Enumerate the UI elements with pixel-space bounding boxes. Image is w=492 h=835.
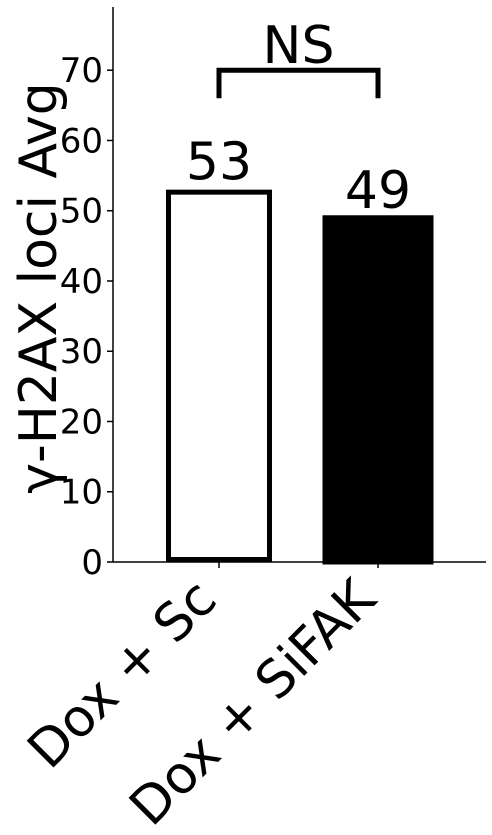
chart-axes: 0 10 20 30 40 50 60 70 (60, 7, 486, 583)
significance-label: NS (263, 16, 335, 76)
bar-0 (166, 189, 272, 562)
y-tick-label: 30 (60, 332, 103, 372)
y-tick-label: 70 (60, 51, 103, 91)
y-tick-label: 0 (81, 543, 103, 583)
y-axis-label: γ-H2AX loci Avg (9, 82, 69, 494)
bar-value-label: 53 (186, 133, 252, 193)
bar-1 (322, 215, 434, 565)
y-tick-label: 60 (60, 121, 103, 161)
significance-bracket (216, 67, 381, 99)
y-tick-label: 10 (60, 473, 103, 513)
bar-value-label: 49 (345, 161, 411, 221)
chart-bars (166, 189, 434, 565)
y-tick-label: 40 (60, 262, 103, 302)
y-tick-label: 50 (60, 192, 103, 232)
y-tick-label: 20 (60, 402, 103, 442)
